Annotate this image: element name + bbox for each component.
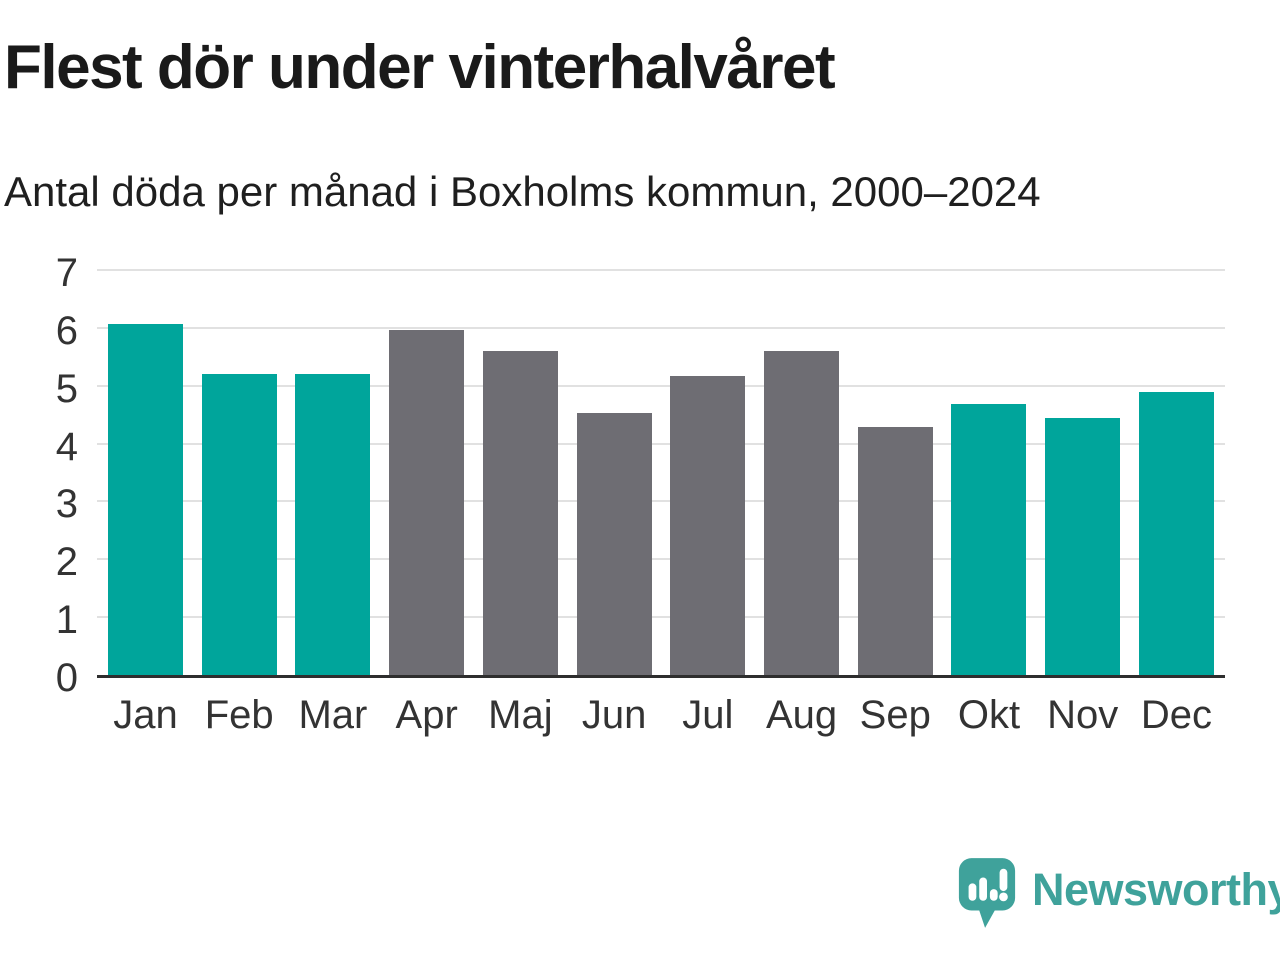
y-axis: 0 1 2 3 4 5 6 7: [0, 250, 78, 770]
newsworthy-logo-icon: [958, 858, 1016, 928]
bar-sep: [857, 426, 933, 675]
bar-feb: [201, 374, 277, 675]
bar-jul: [670, 376, 746, 675]
x-tick-label-mar: Mar: [298, 693, 368, 737]
y-tick-label-5: 5: [55, 366, 78, 411]
y-tick-label-3: 3: [55, 482, 78, 527]
gridline-7: [97, 269, 1225, 271]
x-tick-label-maj: Maj: [488, 693, 553, 737]
bar-maj: [482, 351, 558, 675]
x-tick-label-dec: Dec: [1140, 693, 1212, 737]
gridline-1: [97, 616, 1225, 619]
bar-mar: [295, 374, 371, 675]
gridline-5: [97, 384, 1225, 387]
y-tick-label-6: 6: [55, 308, 78, 353]
x-tick-label-feb: Feb: [204, 693, 274, 737]
x-tick-label-aug: Aug: [765, 693, 838, 737]
x-tick-label-jan: Jan: [113, 693, 178, 737]
plot-area: [97, 269, 1225, 678]
x-tick-label-nov: Nov: [1047, 693, 1119, 737]
y-tick-label-2: 2: [55, 540, 78, 585]
bar-jan: [108, 323, 183, 675]
x-tick-label-okt: Okt: [957, 693, 1021, 737]
chart-subtitle: Antal döda per månad i Boxholms kommun, …: [4, 168, 1041, 215]
y-tick-label-0: 0: [55, 656, 78, 700]
bar-dec: [1138, 392, 1214, 675]
bars-group: [97, 273, 1225, 675]
x-tick-label-jun: Jun: [581, 693, 647, 737]
brand-name: Newsworthy: [1032, 864, 1280, 915]
bar-chart: 0 1 2 3 4 5 6 7 Jan Feb Mar Apr Maj Jun Jul Aug Sep Okt N…: [0, 250, 1280, 770]
bar-jun: [576, 413, 652, 675]
x-tick-label-jul: Jul: [682, 693, 734, 737]
bar-aug: [764, 351, 840, 675]
x-axis-labels: Jan Feb Mar Apr Maj Jun Jul Aug Sep Okt Nov Dec: [97, 693, 1225, 738]
y-tick-label-4: 4: [55, 424, 78, 469]
x-tick-label-apr: Apr: [395, 693, 458, 737]
x-tick-label-sep: Sep: [859, 693, 931, 737]
bar-nov: [1045, 417, 1121, 675]
gridline-3: [97, 500, 1225, 503]
y-tick-label-1: 1: [55, 598, 78, 643]
bar-apr: [389, 330, 465, 675]
gridline-6: [97, 326, 1225, 329]
gridline-4: [97, 442, 1225, 445]
brand-footer: Newsworthy: [956, 856, 1280, 930]
bar-okt: [951, 403, 1027, 675]
gridline-2: [97, 558, 1225, 561]
chart-title: Flest dör under vinterhalvåret: [4, 33, 836, 102]
y-tick-label-7: 7: [55, 251, 78, 295]
